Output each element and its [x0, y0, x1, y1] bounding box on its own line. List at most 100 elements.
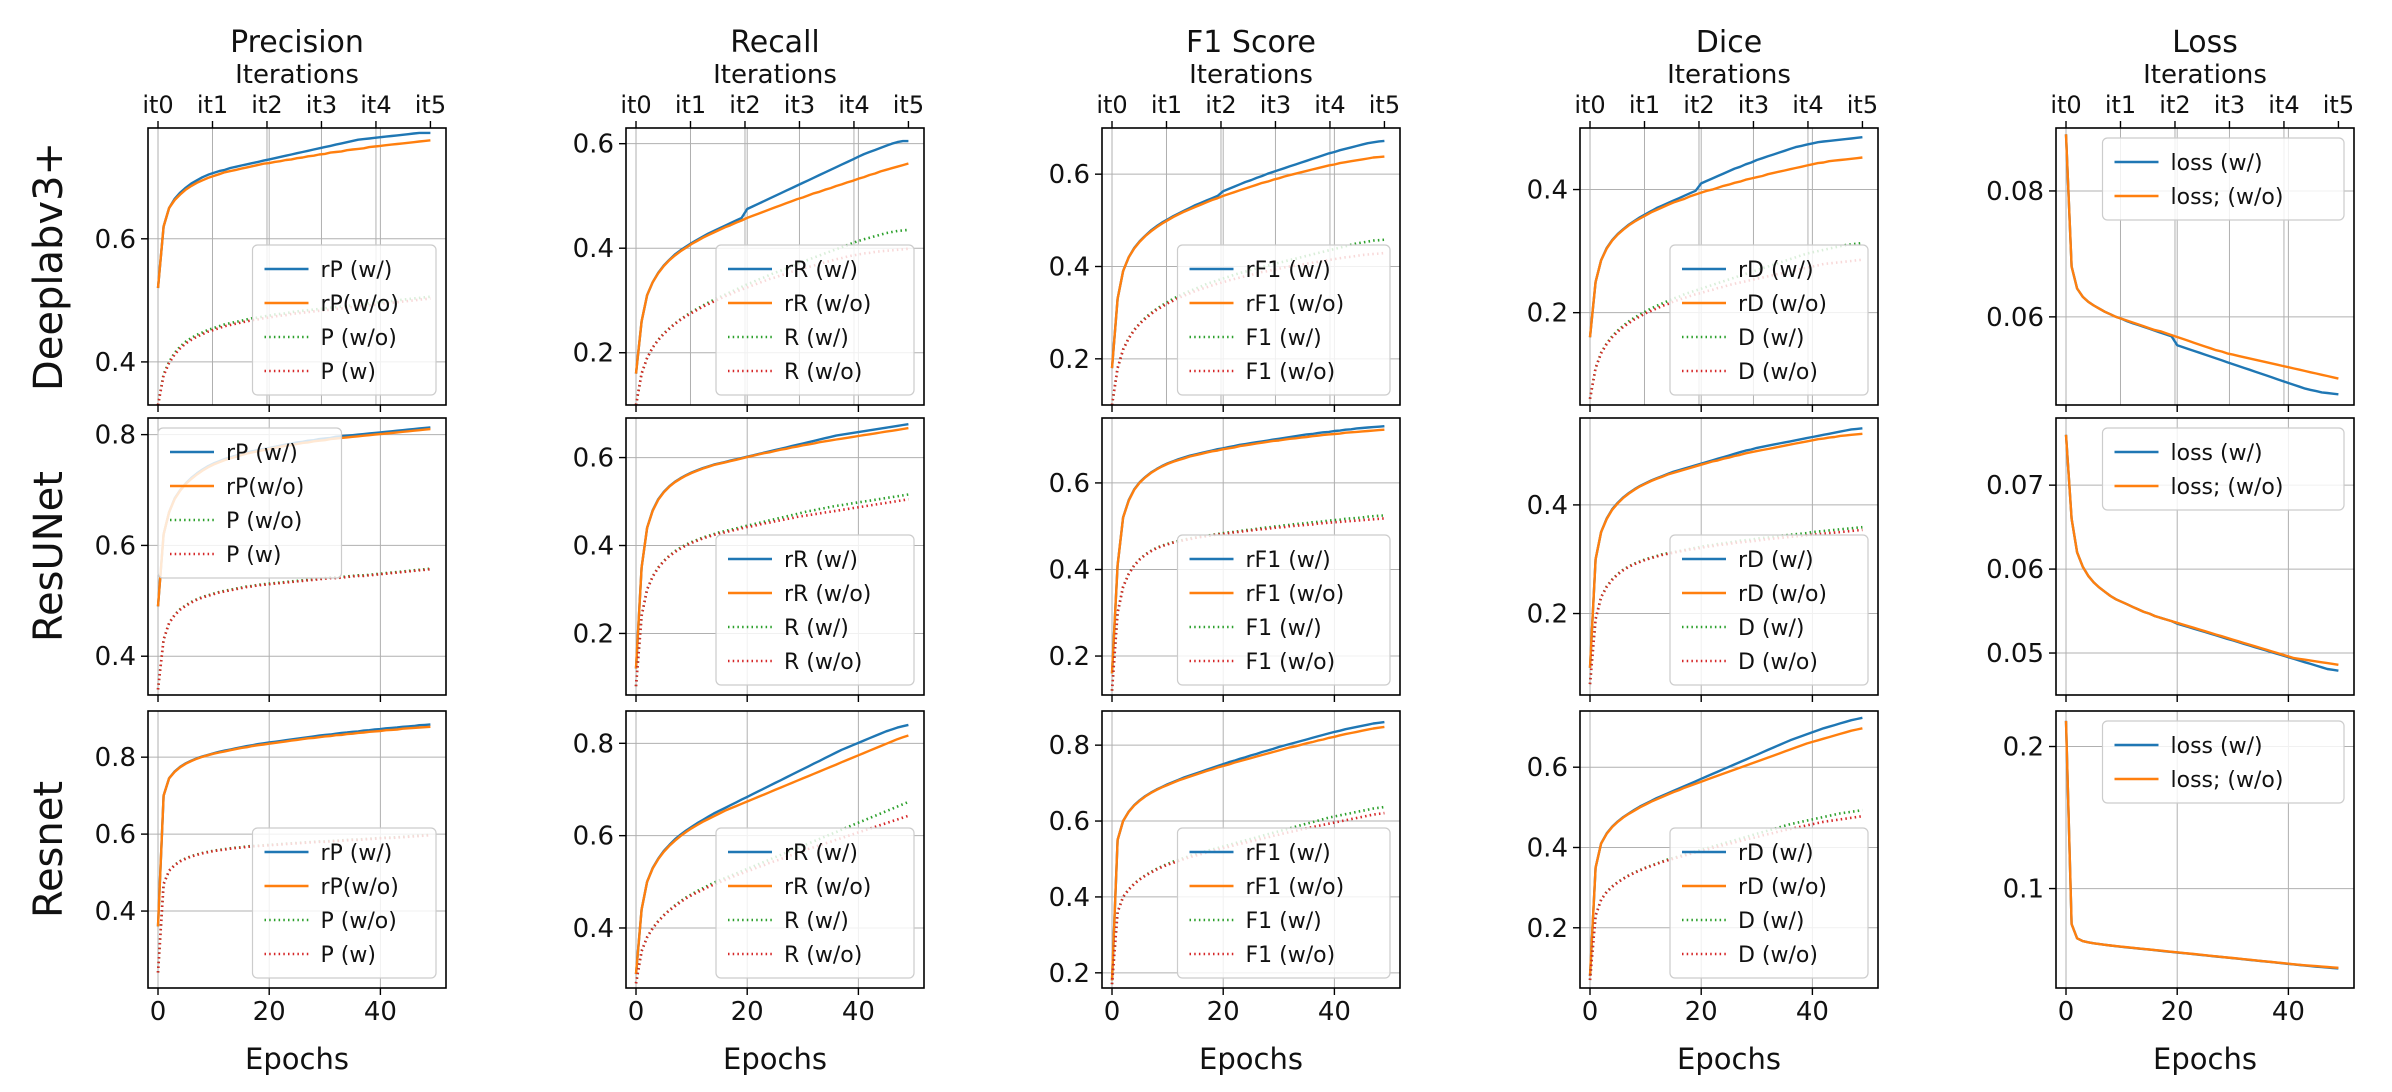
subplot-r2-c2: 0 20 40 0.2 0.4 0.6 0.8 Epochs rF1 (w/) rF1 (w/o)…	[1049, 710, 1401, 1076]
plot-frame	[1579, 127, 1879, 406]
y-tick-label: 0.4	[1527, 491, 1568, 521]
legend-label: P (w)	[321, 943, 376, 968]
series-line-1	[634, 162, 909, 374]
legend-label: R (w/o)	[784, 650, 862, 675]
legend-label: D (w/)	[1738, 909, 1805, 934]
y-tick-label: 0.06	[1986, 555, 2044, 585]
legend: rP (w/) rP(w/o) P (w/o) P (w)	[251, 244, 437, 396]
y-tick-label: 0.2	[573, 339, 614, 369]
y-tick-label: 0.6	[95, 531, 136, 561]
y-tick-label: 0.4	[573, 532, 614, 562]
legend-label: R (w/o)	[784, 943, 862, 968]
legend-label: loss (w/)	[2171, 441, 2263, 466]
legend-label: rR (w/o)	[784, 292, 871, 317]
series-line-1	[2064, 434, 2339, 666]
y-tick-label: 0.2	[1049, 345, 1090, 375]
iterations-axis-label: Iterations	[235, 60, 359, 90]
y-tick-label: 0.1	[2003, 875, 2044, 905]
series-line-2	[156, 567, 431, 690]
series-line-1	[1110, 428, 1385, 674]
y-tick-label: 0.6	[1049, 807, 1090, 837]
y-tick-label: 0.8	[1049, 731, 1090, 761]
legend-label: rP(w/o)	[321, 292, 399, 317]
x-axis-label: Epochs	[1677, 1042, 1781, 1076]
plot-frame	[147, 127, 447, 406]
x-tick-label: 40	[364, 997, 397, 1027]
row-label: Deeplabv3+	[26, 142, 72, 391]
x-tick-label: 20	[731, 997, 764, 1027]
series-line-3	[1588, 528, 1863, 685]
legend-box	[251, 827, 437, 979]
legend-label: rF1 (w/)	[1246, 841, 1331, 866]
iteration-tick-label: it3	[1260, 91, 1291, 119]
y-tick-label: 0.4	[1527, 176, 1568, 206]
legend-box	[1176, 827, 1391, 979]
y-tick-label: 0.4	[95, 642, 136, 672]
x-axis-label: Epochs	[723, 1042, 827, 1076]
legend-label: rR (w/o)	[784, 582, 871, 607]
iteration-tick-label: it5	[1369, 91, 1400, 119]
plot-frame	[2055, 127, 2355, 406]
legend-label: rD (w/)	[1738, 258, 1814, 283]
subplot-title: F1 Score	[1186, 25, 1316, 60]
legend-label: P (w/o)	[321, 909, 397, 934]
legend-label: rF1 (w/o)	[1246, 582, 1345, 607]
legend-label: rP(w/o)	[226, 475, 304, 500]
series-line-1	[1110, 155, 1385, 369]
iteration-tick-label: it2	[1683, 91, 1714, 119]
legend-box	[715, 827, 915, 979]
series-line-1	[1588, 432, 1863, 668]
iteration-tick-label: it4	[1792, 91, 1823, 119]
y-tick-label: 0.4	[95, 897, 136, 927]
iteration-tick-label: it1	[1629, 91, 1660, 119]
subplot-title: Dice	[1696, 25, 1762, 60]
x-tick-label: 0	[1582, 997, 1599, 1027]
iteration-tick-label: it0	[2050, 91, 2081, 119]
series-line-1	[2064, 720, 2339, 969]
legend-label: rP (w/)	[226, 441, 298, 466]
legend: rD (w/) rD (w/o) D (w/) D (w/o)	[1669, 827, 1869, 979]
y-tick-label: 0.8	[95, 743, 136, 773]
y-tick-label: 0.2	[1527, 299, 1568, 329]
y-tick-label: 0.6	[1527, 753, 1568, 783]
x-tick-label: 40	[1318, 997, 1351, 1027]
x-axis-label: Epochs	[1199, 1042, 1303, 1076]
legend-label: loss (w/)	[2171, 151, 2263, 176]
series-line-1	[156, 725, 431, 927]
series-line-1	[634, 734, 909, 975]
legend-label: rF1 (w/o)	[1246, 292, 1345, 317]
legend-label: P (w/o)	[226, 509, 302, 534]
legend-box	[1669, 244, 1869, 396]
iteration-tick-label: it4	[838, 91, 869, 119]
y-tick-label: 0.06	[1986, 303, 2044, 333]
iteration-tick-label: it1	[1151, 91, 1182, 119]
legend-label: D (w/o)	[1738, 943, 1818, 968]
legend-box	[251, 244, 437, 396]
legend-label: rR (w/)	[784, 841, 858, 866]
x-tick-label: 20	[1685, 997, 1718, 1027]
iteration-tick-label: it2	[2159, 91, 2190, 119]
y-tick-label: 0.4	[1049, 253, 1090, 283]
series-line-3	[634, 498, 909, 687]
legend-label: F1 (w/o)	[1246, 650, 1336, 675]
iteration-tick-label: it5	[893, 91, 924, 119]
y-tick-label: 0.4	[573, 234, 614, 264]
y-tick-label: 0.4	[1049, 883, 1090, 913]
y-tick-label: 0.4	[1527, 833, 1568, 863]
y-tick-label: 0.4	[573, 914, 614, 944]
legend-label: rD (w/)	[1738, 841, 1814, 866]
legend-label: F1 (w/)	[1246, 326, 1322, 351]
y-tick-label: 0.2	[1049, 959, 1090, 989]
series-line-3	[156, 567, 431, 690]
x-tick-label: 20	[2161, 997, 2194, 1027]
y-tick-label: 0.4	[1049, 555, 1090, 585]
legend-label: loss; (w/o)	[2171, 185, 2284, 210]
subplot-r2-c1: 0 20 40 0.4 0.6 0.8 Epochs rR (w/) rR (w/o) R (w/…	[573, 710, 925, 1076]
legend-label: R (w/)	[784, 909, 849, 934]
iteration-tick-label: it5	[415, 91, 446, 119]
legend-label: F1 (w/)	[1246, 616, 1322, 641]
